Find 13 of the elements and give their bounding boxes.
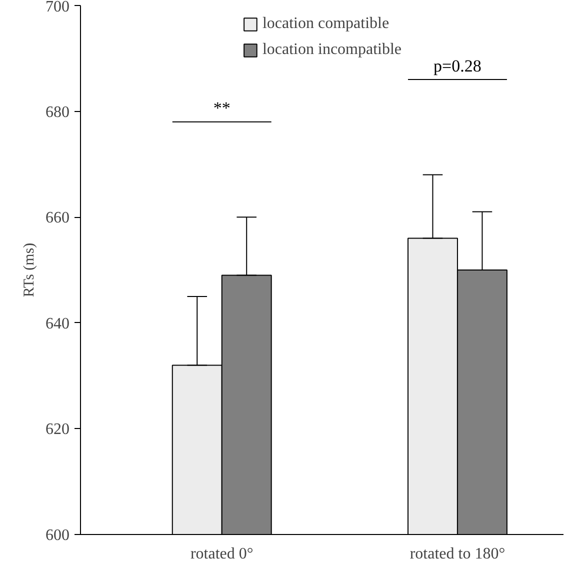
annotation: ** — [213, 98, 230, 118]
y-tick-label: 620 — [46, 421, 70, 438]
y-tick-label: 660 — [46, 210, 70, 227]
y-tick-label: 700 — [46, 0, 70, 16]
annotation: p=0.28 — [434, 56, 482, 76]
y-tick-label: 680 — [46, 104, 70, 121]
y-tick-label: 600 — [46, 527, 70, 544]
x-tick-label: rotated 0° — [190, 546, 254, 562]
legend-label: location incompatible — [262, 41, 402, 59]
y-axis-title: RTs (ms) — [22, 242, 38, 298]
legend-label: location compatible — [262, 15, 390, 33]
x-tick-label: rotated to 180° — [410, 546, 506, 562]
y-tick-label: 640 — [46, 315, 70, 332]
